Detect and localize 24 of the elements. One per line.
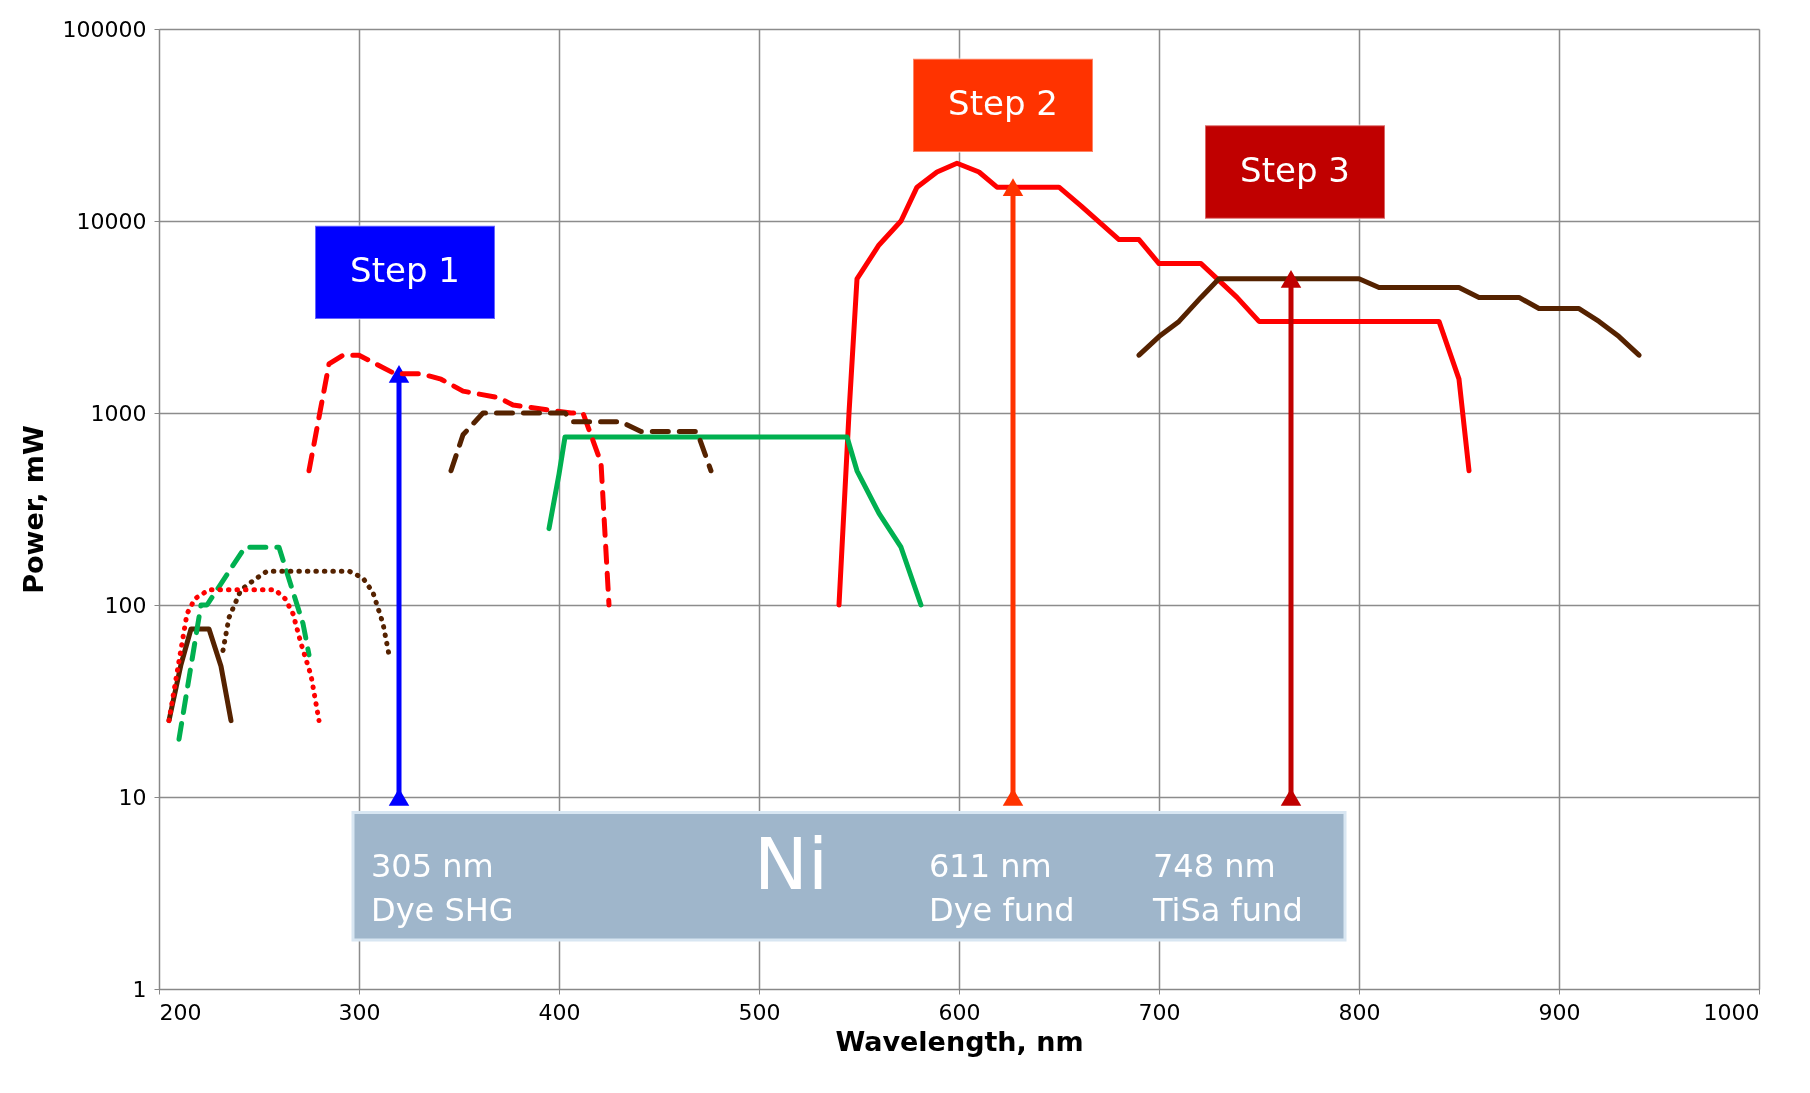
- y-tick-label: 1: [132, 976, 147, 1002]
- x-tick-label: 200: [159, 999, 202, 1025]
- annotation: 748 nm TiSa fund: [1152, 847, 1303, 930]
- x-tick-label: 400: [538, 999, 581, 1025]
- y-tick-label: 100000: [62, 16, 147, 42]
- x-axis-title: Wavelength, nm: [835, 1025, 1084, 1057]
- annotation: Step 2: [948, 83, 1058, 124]
- y-axis-title: Power, mW: [17, 425, 49, 594]
- annotation: 305 nm Dye SHG: [371, 847, 514, 930]
- x-tick-label: 500: [738, 999, 781, 1025]
- x-tick-label: 900: [1538, 999, 1581, 1025]
- x-tick-label: 800: [1338, 999, 1381, 1025]
- annotation: Ni: [754, 822, 828, 907]
- annotation: Step 1: [350, 250, 460, 291]
- y-tick-label: 100: [104, 592, 147, 618]
- x-tick-label: 700: [1138, 999, 1181, 1025]
- annotation: Step 3: [1240, 149, 1350, 190]
- x-tick-label: 1000: [1703, 999, 1760, 1025]
- x-tick-label: 300: [338, 999, 381, 1025]
- y-tick-label: 1000: [90, 400, 147, 426]
- x-tick-label: 600: [938, 999, 981, 1025]
- annotation: 611 nm Dye fund: [929, 847, 1075, 930]
- y-tick-label: 10000: [76, 208, 147, 234]
- y-tick-label: 10: [118, 784, 147, 810]
